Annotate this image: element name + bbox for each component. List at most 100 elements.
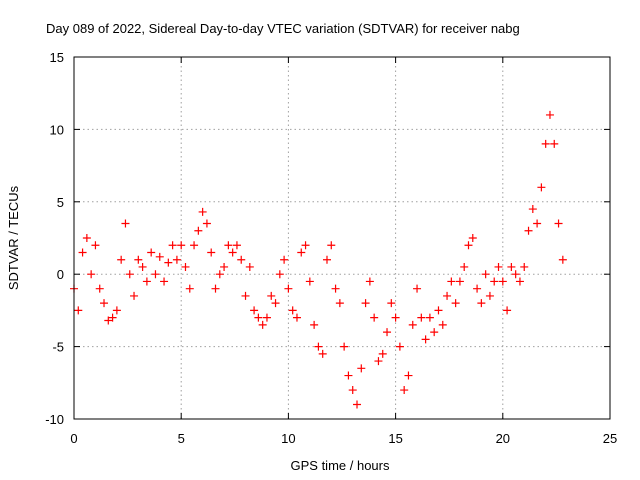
data-point <box>267 291 276 300</box>
data-point <box>82 234 91 242</box>
data-point <box>378 349 387 358</box>
data-point <box>408 320 417 329</box>
data-point <box>168 241 177 250</box>
x-axis-label: GPS time / hours <box>291 458 390 473</box>
data-point <box>348 386 357 395</box>
data-point <box>232 241 241 250</box>
data-point <box>370 313 379 322</box>
data-point <box>515 277 524 286</box>
data-point <box>421 335 430 344</box>
grid <box>74 57 610 419</box>
data-point <box>112 306 121 315</box>
y-tick-label: 10 <box>50 122 64 137</box>
data-point <box>181 262 190 271</box>
data-point <box>121 219 130 228</box>
data-point <box>545 110 554 119</box>
data-point <box>481 270 490 279</box>
data-point <box>74 306 83 315</box>
data-point <box>207 248 216 257</box>
data-point <box>464 241 473 250</box>
data-point <box>194 226 203 235</box>
data-point <box>391 313 400 322</box>
data-point <box>331 284 340 293</box>
data-point <box>237 255 246 264</box>
data-point <box>533 219 542 228</box>
data-point <box>164 258 173 267</box>
data-point <box>558 255 567 264</box>
data-point <box>400 386 409 395</box>
data-point <box>473 284 482 293</box>
data-point <box>138 262 147 271</box>
data-point <box>451 299 460 308</box>
data-point <box>284 284 293 293</box>
data-point <box>387 299 396 308</box>
x-tick-label: 15 <box>388 431 402 446</box>
data-point <box>91 241 100 250</box>
data-point <box>104 316 113 325</box>
data-point <box>172 255 181 264</box>
data-point <box>511 270 520 279</box>
data-point <box>78 248 87 257</box>
data-point <box>425 313 434 322</box>
data-point <box>245 262 254 271</box>
data-point <box>211 284 220 293</box>
data-point <box>438 320 447 329</box>
data-point <box>361 299 370 308</box>
data-point <box>190 241 199 250</box>
data-point <box>524 226 533 235</box>
y-tick-label: -5 <box>52 340 64 355</box>
data-point <box>125 270 134 279</box>
data-point <box>357 364 366 373</box>
data-point <box>447 277 456 286</box>
data-point <box>477 299 486 308</box>
data-point <box>160 277 169 286</box>
data-point <box>228 248 237 257</box>
data-point <box>95 284 104 293</box>
data-point <box>365 277 374 286</box>
data-point <box>455 277 464 286</box>
x-tick-labels: 0 5 10 15 20 25 <box>70 431 617 446</box>
data-point <box>155 252 164 261</box>
data-point <box>490 277 499 286</box>
data-point <box>185 284 194 293</box>
x-tick-label: 0 <box>70 431 77 446</box>
data-point <box>258 320 267 329</box>
data-point <box>142 277 151 286</box>
data-point <box>395 342 404 351</box>
data-point <box>434 306 443 315</box>
data-point <box>443 291 452 300</box>
data-point <box>262 313 271 322</box>
data-point <box>485 291 494 300</box>
data-point <box>507 262 516 271</box>
data-point <box>413 284 422 293</box>
data-point <box>280 255 289 264</box>
data-point <box>520 262 529 271</box>
data-point <box>215 270 224 279</box>
data-point <box>117 255 126 264</box>
data-point <box>224 241 233 250</box>
y-tick-label: 15 <box>50 50 64 65</box>
data-point <box>198 207 207 216</box>
data-point <box>554 219 563 228</box>
data-point <box>314 342 323 351</box>
data-point <box>468 234 477 242</box>
data-point <box>87 270 96 279</box>
data-point <box>271 299 280 308</box>
x-tick-label: 10 <box>281 431 295 446</box>
data-point <box>147 248 156 257</box>
data-point <box>322 255 331 264</box>
data-point <box>430 328 439 337</box>
data-point <box>305 277 314 286</box>
data-point <box>288 306 297 315</box>
data-point <box>250 306 259 315</box>
data-point <box>498 277 507 286</box>
data-point <box>460 262 469 271</box>
data-point <box>202 219 211 228</box>
data-points <box>70 110 567 409</box>
y-tick-label: 5 <box>57 195 64 210</box>
data-point <box>301 241 310 250</box>
data-point <box>374 357 383 366</box>
data-point <box>541 139 550 148</box>
data-point <box>100 299 109 308</box>
y-axis-label: SDTVAR / TECUs <box>6 185 21 290</box>
